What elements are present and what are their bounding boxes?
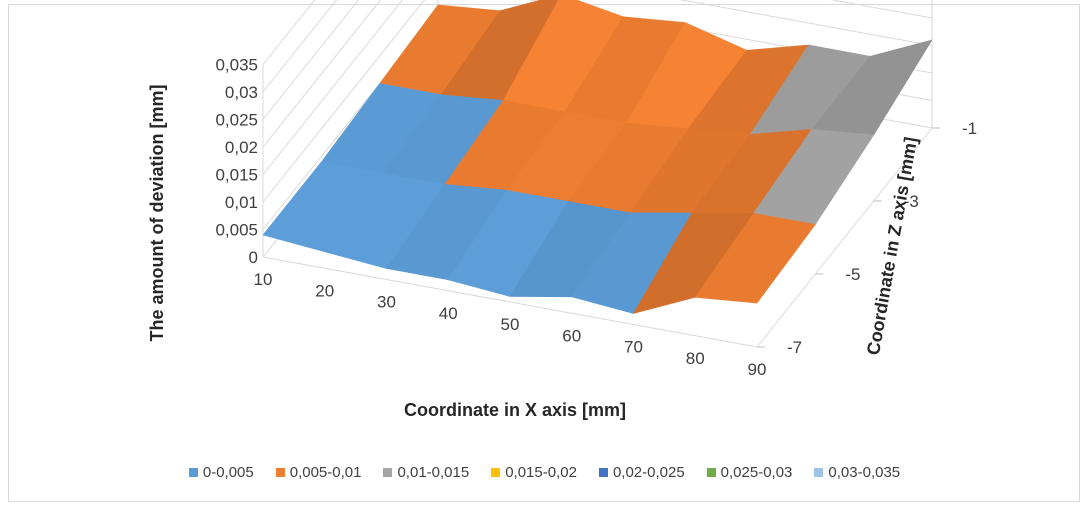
legend-label: 0,015-0,02: [505, 464, 577, 481]
legend-label: 0-0,005: [202, 464, 254, 481]
gridline: [262, 0, 360, 120]
x-tick-label: 90: [748, 360, 767, 379]
y-tick-label: 0,02: [225, 138, 258, 157]
x-tick-label: 40: [439, 304, 458, 323]
legend-swatch: [814, 468, 824, 477]
y-tick-label: 0: [249, 248, 258, 267]
legend-swatch: [188, 468, 198, 477]
gridline: [262, 0, 933, 175]
legend-item: 0,02-0,025: [598, 464, 685, 481]
legend: 0-0,005 0,005-0,01 0,01-0,015 0,015-0,02 0,0…: [0, 464, 1089, 481]
legend-label: 0,01-0,015: [397, 464, 470, 481]
z-axis-ticks: -1 -3 -5 -7: [757, 119, 977, 357]
legend-swatch: [383, 468, 393, 477]
legend-item: 0,03-0,035: [814, 464, 900, 481]
x-tick-label: 20: [315, 281, 334, 300]
legend-swatch: [598, 468, 608, 477]
legend-label: 0,005-0,01: [289, 464, 362, 481]
x-tick-label: 80: [686, 349, 705, 368]
y-axis-title: The amount of deviation [mm]: [147, 84, 167, 341]
floor-edge: [262, 256, 758, 348]
surface-plot: [262, 0, 933, 314]
y-tick-label: 0,035: [215, 56, 258, 75]
y-tick-label: 0,01: [225, 193, 258, 212]
legend-item: 0,025-0,03: [706, 464, 793, 481]
legend-label: 0,025-0,03: [720, 464, 793, 481]
x-tick-label: 70: [624, 338, 643, 357]
legend-label: 0,03-0,035: [828, 464, 901, 481]
legend-swatch: [491, 468, 501, 477]
z-tick-label: -3: [904, 192, 919, 211]
gridline: [262, 0, 338, 93]
y-tick-label: 0,015: [215, 166, 258, 185]
z-tick-label: -5: [845, 265, 860, 284]
x-tick-label: 50: [501, 315, 520, 334]
gridline: [262, 0, 933, 148]
x-axis-title: Coordinate in X axis [mm]: [404, 400, 626, 420]
y-tick-label: 0,03: [225, 83, 258, 102]
x-tick-label: 10: [254, 270, 273, 289]
surface-cell: [694, 212, 816, 304]
legend-item: 0-0,005: [188, 464, 254, 481]
legend-item: 0,01-0,015: [383, 464, 469, 481]
legend-swatch: [275, 468, 285, 477]
legend-item: 0,015-0,02: [491, 464, 577, 481]
legend-swatch: [706, 468, 716, 477]
x-axis-ticks: 10 20 30 40 50 60 70 80 90: [254, 270, 767, 379]
x-tick-label: 30: [377, 293, 396, 312]
gridline: [262, 0, 933, 203]
z-tick-label: -7: [787, 338, 802, 357]
y-tick-label: 0,005: [215, 221, 258, 240]
legend-label: 0,02-0,025: [612, 464, 685, 481]
y-axis-ticks: 0 0,005 0,01 0,015 0,02 0,025 0,03 0,035: [215, 56, 258, 268]
x-tick-label: 60: [562, 326, 581, 345]
z-tick-label: -1: [962, 119, 977, 138]
floor-edge: [756, 127, 933, 348]
y-tick-label: 0,025: [215, 111, 258, 130]
legend-item: 0,005-0,01: [275, 464, 362, 481]
z-axis-title: Coordinate in Z axis [mm]: [863, 135, 921, 356]
